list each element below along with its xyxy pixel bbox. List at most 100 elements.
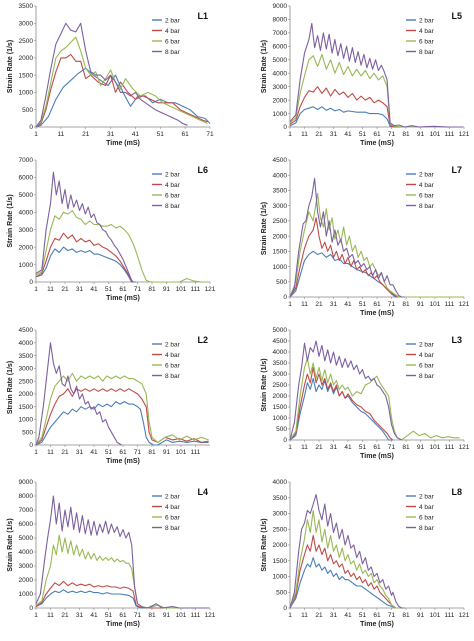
x-tick-label: 91 [417, 301, 425, 308]
x-tick-label: 1 [34, 131, 38, 138]
y-axis-label: Strain Rate (1/s) [261, 358, 268, 411]
y-tick-label: 3000 [273, 371, 288, 378]
y-tick-label: 3500 [273, 495, 288, 502]
legend-entry: 4 bar [419, 352, 435, 359]
x-tick-label: 51 [105, 286, 113, 293]
y-tick-label: 2000 [273, 233, 288, 240]
series-line-6-bar [35, 534, 209, 609]
x-tick-label: 51 [359, 612, 367, 619]
x-tick-label: 111 [445, 131, 455, 138]
x-tick-label: 1 [288, 444, 292, 451]
x-tick-label: 91 [417, 612, 425, 619]
series-line-8-bar [35, 22, 188, 128]
x-tick-label: 31 [330, 612, 338, 619]
x-tick-label: 81 [402, 444, 410, 451]
x-tick-label: 11 [47, 449, 54, 456]
x-tick-label: 1 [288, 612, 292, 619]
legend-entry: 4 bar [419, 182, 435, 189]
legend-entry: 2 bar [419, 171, 435, 178]
x-tick-label: 41 [132, 131, 140, 138]
x-tick-label: 111 [445, 612, 455, 619]
x-tick-label: 51 [359, 301, 367, 308]
y-tick-label: 3000 [273, 203, 288, 210]
panel-title: L1 [197, 11, 208, 21]
x-tick-label: 11 [301, 612, 308, 619]
y-tick-label: 500 [22, 107, 33, 114]
series-line-4-bar [35, 580, 209, 609]
y-axis-label: Strain Rate (1/s) [261, 518, 268, 571]
x-tick-label: 91 [417, 131, 425, 138]
y-axis-label: Strain Rate (1/s) [261, 40, 268, 93]
y-tick-label: 0 [283, 124, 287, 131]
panel-title: L6 [197, 165, 208, 175]
y-tick-label: 7000 [19, 507, 34, 514]
x-tick-label: 81 [148, 286, 156, 293]
panel-title: L7 [451, 165, 462, 175]
y-tick-label: 9000 [19, 479, 34, 486]
y-tick-label: 4000 [273, 172, 288, 179]
y-tick-label: 500 [276, 426, 287, 433]
x-tick-label: 11 [47, 286, 54, 293]
y-axis-label: Strain Rate (1/s) [7, 194, 14, 247]
y-tick-label: 8000 [19, 493, 34, 500]
y-tick-label: 2000 [19, 244, 34, 251]
x-tick-label: 121 [459, 131, 470, 138]
legend-entry: 6 bar [165, 38, 181, 45]
series-line-2-bar [289, 106, 463, 128]
x-tick-label: 91 [163, 286, 171, 293]
y-tick-label: 3000 [273, 84, 288, 91]
series-line-2-bar [35, 246, 137, 283]
y-tick-label: 6000 [19, 175, 34, 182]
series-line-6-bar [289, 509, 405, 609]
x-tick-label: 61 [119, 449, 127, 456]
panel-title: L4 [197, 487, 208, 497]
y-tick-label: 1500 [19, 72, 34, 79]
x-tick-label: 21 [61, 612, 69, 619]
series-line-8-bar [289, 494, 405, 609]
x-tick-label: 31 [76, 286, 84, 293]
y-axis-label: Strain Rate (1/s) [7, 518, 14, 571]
legend-entry: 4 bar [165, 28, 181, 35]
y-tick-label: 8000 [273, 17, 288, 24]
x-tick-label: 61 [373, 444, 381, 451]
x-tick-label: 51 [105, 449, 113, 456]
y-tick-label: 2000 [19, 391, 34, 398]
series-line-8-bar [35, 342, 122, 446]
y-tick-label: 2500 [19, 378, 34, 385]
x-tick-label: 21 [61, 449, 69, 456]
series-line-8-bar [35, 495, 209, 609]
x-axis-label: Time (mS) [360, 310, 394, 317]
y-tick-label: 2000 [19, 577, 34, 584]
x-tick-label: 51 [105, 612, 113, 619]
x-tick-label: 71 [134, 612, 142, 619]
x-tick-label: 71 [388, 301, 396, 308]
x-tick-label: 31 [330, 301, 338, 308]
x-tick-label: 121 [205, 286, 216, 293]
x-tick-label: 11 [301, 131, 308, 138]
x-tick-label: 81 [148, 612, 156, 619]
legend-entry: 8 bar [419, 49, 435, 56]
x-tick-label: 41 [90, 286, 98, 293]
y-tick-label: 2500 [19, 38, 34, 45]
y-tick-label: 4000 [19, 340, 34, 347]
x-tick-label: 41 [344, 612, 352, 619]
x-tick-label: 21 [315, 301, 323, 308]
legend-entry: 8 bar [165, 525, 181, 532]
legend-entry: 2 bar [165, 171, 181, 178]
series-line-2-bar [35, 589, 209, 609]
y-tick-label: 3500 [19, 353, 34, 360]
x-tick-label: 41 [344, 131, 352, 138]
x-tick-label: 101 [430, 444, 441, 451]
legend-entry: 6 bar [419, 38, 435, 45]
y-tick-label: 7000 [19, 157, 34, 164]
x-tick-label: 91 [163, 449, 171, 456]
x-axis-label: Time (mS) [360, 140, 394, 147]
x-tick-label: 61 [373, 131, 381, 138]
y-tick-label: 5000 [273, 57, 288, 64]
legend-entry: 6 bar [165, 514, 181, 521]
x-tick-label: 61 [373, 612, 381, 619]
